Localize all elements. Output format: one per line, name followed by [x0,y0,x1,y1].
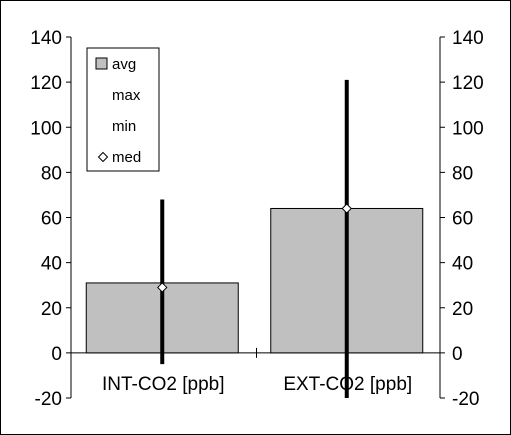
y-tick-label-left: -20 [35,389,62,410]
y-tick-label-right: 20 [452,299,473,320]
legend-swatch-avg [95,57,108,70]
y-tick-label-left: 80 [41,163,62,184]
median-marker [341,203,352,214]
y-tick-label-right: 0 [452,344,463,365]
y-tick-label-left: 60 [41,209,62,230]
y-tick-label-right: 60 [452,209,473,230]
y-tick-label-left: 0 [51,344,62,365]
y-tick-label-right: -20 [452,389,479,410]
legend-label: avg [112,56,136,73]
y-tick-label-right: 120 [452,73,484,94]
median-marker [157,282,168,293]
legend-label: min [112,118,136,135]
legend-swatch-med [97,151,109,163]
y-tick-label-left: 40 [41,254,62,275]
legend-label: med [112,149,141,166]
y-tick-label-right: 40 [452,254,473,275]
x-category-label: EXT-CO2 [ppb] [283,374,412,395]
y-tick-label-right: 80 [452,163,473,184]
y-tick-label-left: 100 [30,118,62,139]
y-tick-label-right: 100 [452,118,484,139]
x-category-label: INT-CO2 [ppb] [102,374,225,395]
y-tick-label-right: 140 [452,28,484,49]
y-tick-label-left: 120 [30,73,62,94]
legend-label: max [112,87,141,104]
y-tick-label-left: 20 [41,299,62,320]
y-tick-label-left: 140 [30,28,62,49]
